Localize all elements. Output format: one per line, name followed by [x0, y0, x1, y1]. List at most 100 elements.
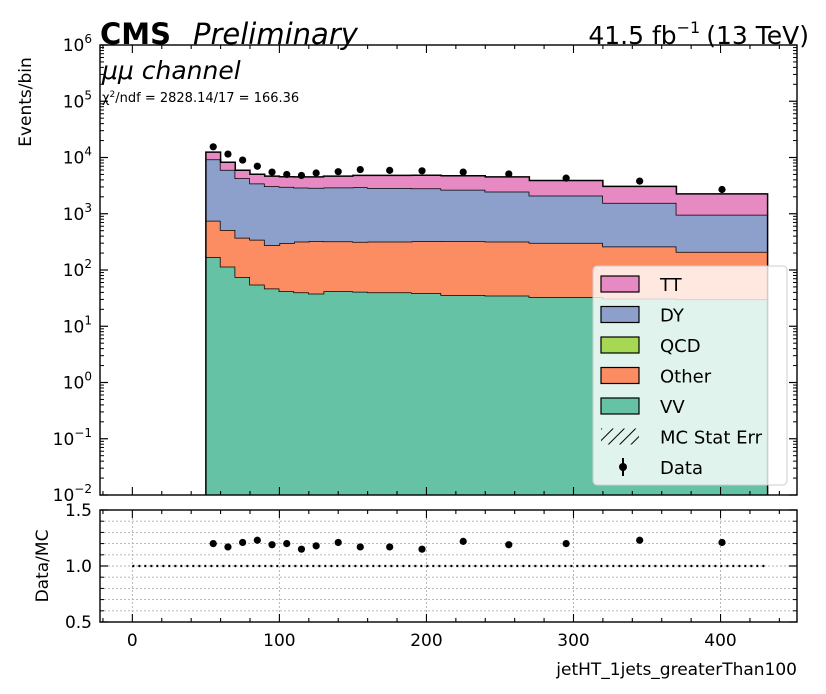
main-x-ticks — [102, 45, 780, 495]
channel-label: μμ channel — [101, 56, 241, 85]
legend-label: QCD — [660, 336, 701, 357]
data-point — [224, 150, 232, 158]
legend-entries: TT DY QCD Other VV MC Stat Err Data — [600, 275, 763, 479]
legend-swatch — [600, 397, 640, 415]
legend-entry-other: Other — [600, 366, 712, 388]
legend-swatch — [600, 366, 640, 385]
legend-label: TT — [659, 275, 683, 296]
legend-entry-vv: VV — [600, 397, 685, 418]
data-point — [268, 168, 276, 176]
ratio-y-axis-label: Data/MC — [33, 530, 53, 603]
legend-entry-dy: DY — [600, 306, 685, 327]
chi2-symbol: χ — [102, 91, 110, 106]
legend-swatch — [600, 336, 640, 354]
ratio-x-axis: 0 100 200 300 400 — [102, 510, 780, 651]
stack-dy-fill — [205, 159, 768, 252]
data-point — [562, 174, 570, 182]
lumi-exponent: −1 — [677, 18, 701, 37]
legend-label: Other — [660, 367, 712, 388]
y-tick-exponent: −2 — [74, 482, 92, 496]
y-tick-base: 10 — [63, 205, 85, 225]
legend-label: VV — [660, 397, 685, 418]
ratio-point — [312, 542, 320, 550]
x-tick-label: 200 — [410, 631, 442, 651]
y-tick-exponent: 5 — [84, 88, 92, 102]
data-point — [418, 167, 426, 175]
data-point — [283, 170, 291, 179]
stack-tt-fill — [205, 152, 768, 215]
y-tick-label: 10−1 — [53, 426, 92, 450]
data-point — [386, 166, 394, 174]
legend: TT DY QCD Other VV MC Stat Err Data — [592, 265, 788, 486]
y-tick-exponent: 3 — [84, 201, 92, 215]
ratio-y-tick-label: 1.5 — [65, 501, 92, 521]
y-tick-base: 10 — [63, 149, 85, 169]
data-layer — [209, 143, 726, 194]
ratio-point — [209, 540, 217, 548]
legend-entry-stat: MC Stat Err — [601, 428, 763, 449]
y-tick-label: 106 — [63, 32, 92, 56]
x-axis-label: jetHT_1jets_greaterThan100 — [555, 660, 797, 680]
y-tick-exponent: 4 — [84, 145, 92, 159]
data-point — [505, 170, 513, 178]
y-tick-base: 10 — [63, 92, 85, 112]
y-tick-label: 105 — [63, 88, 92, 112]
legend-label: Data — [660, 458, 703, 479]
ratio-point — [283, 540, 291, 548]
ratio-y-tick-label: 1.0 — [65, 557, 92, 577]
y-tick-base: 10 — [53, 486, 75, 506]
data-point — [636, 177, 644, 185]
chi2-label: χ2/ndf = 2828.14/17 = 166.36 — [102, 90, 299, 106]
data-point — [718, 185, 726, 194]
y-tick-base: 10 — [63, 317, 85, 337]
ratio-y-axis: 0.5 1.0 1.5 — [65, 501, 797, 633]
y-tick-label: 10−2 — [53, 482, 92, 506]
legend-marker — [619, 463, 627, 471]
ratio-point — [253, 536, 261, 544]
y-tick-base: 10 — [63, 261, 85, 281]
ratio-point — [562, 540, 570, 548]
ratio-point — [459, 537, 467, 545]
y-tick-label: 104 — [63, 145, 92, 169]
ratio-point — [418, 545, 426, 553]
legend-entry-qcd: QCD — [600, 336, 701, 357]
ratio-point — [239, 538, 247, 547]
ratio-y-tick-label: 0.5 — [65, 613, 92, 633]
data-point — [312, 169, 320, 177]
y-tick-exponent: 0 — [84, 370, 92, 384]
chi2-value: /ndf = 2828.14/17 = 166.36 — [115, 91, 299, 106]
ratio-point — [718, 538, 726, 547]
preliminary-label: Preliminary — [193, 17, 359, 51]
ratio-points — [209, 536, 726, 553]
data-point — [253, 162, 261, 170]
y-tick-label: 101 — [63, 313, 92, 337]
x-tick-label: 400 — [704, 631, 736, 651]
legend-entry-data: Data — [619, 458, 703, 479]
y-tick-exponent: 1 — [84, 313, 92, 327]
ratio-plot: 0.5 1.0 1.5 0 100 200 300 400 Data/MC jetHT_1j… — [33, 501, 798, 680]
ratio-point — [505, 541, 513, 549]
data-point — [209, 143, 217, 151]
ratio-point — [297, 545, 306, 553]
stack-tt-outline — [205, 151, 769, 215]
y-tick-label: 100 — [63, 370, 92, 394]
ratio-point — [334, 538, 342, 547]
chi2-exponent: 2 — [110, 90, 116, 100]
x-tick-label: 300 — [557, 631, 589, 651]
legend-box — [592, 265, 788, 486]
data-point — [334, 168, 342, 176]
legend-label: DY — [660, 306, 685, 327]
data-point — [356, 165, 364, 174]
legend-label: MC Stat Err — [660, 428, 763, 449]
y-tick-label: 103 — [63, 201, 92, 225]
y-tick-exponent: −1 — [74, 426, 92, 440]
ratio-point — [224, 543, 232, 551]
y-tick-exponent: 2 — [84, 257, 92, 271]
legend-swatch — [600, 275, 640, 293]
ratio-point — [268, 541, 276, 549]
cms-label: CMS — [100, 17, 171, 51]
legend-hatch-swatch — [601, 428, 639, 445]
y-tick-base: 10 — [53, 430, 75, 450]
